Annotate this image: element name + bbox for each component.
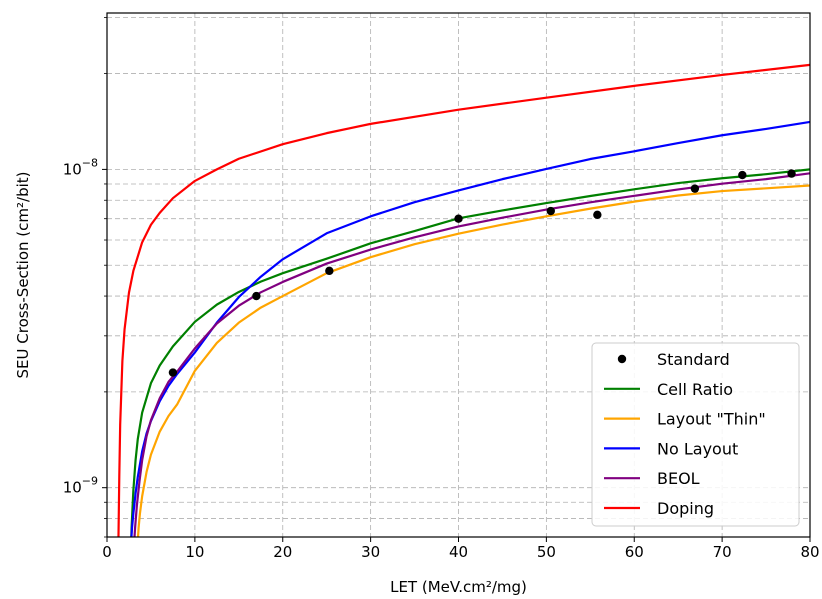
data-point-standard <box>738 170 747 180</box>
plot-series <box>117 63 810 537</box>
y-tick-label: 10−8 <box>63 156 98 178</box>
legend-box <box>591 342 800 527</box>
y-tick-label: 10−9 <box>63 475 98 497</box>
x-tick-label: 60 <box>625 543 644 561</box>
series-line-layout-thin <box>136 184 810 537</box>
legend: Standard Cell Ratio Layout "Thin" No Layout… <box>591 342 800 527</box>
series-line-no-layout <box>130 120 810 537</box>
y-tick-base: 10 <box>63 479 82 497</box>
legend-label-layout-thin: Layout "Thin" <box>657 410 766 429</box>
legend-label-standard: Standard <box>657 350 730 369</box>
x-tick-label: 30 <box>361 543 380 561</box>
legend-label-cell-ratio: Cell Ratio <box>657 380 733 399</box>
data-point-standard <box>252 291 261 301</box>
y-tick-base: 10 <box>63 160 82 178</box>
legend-label-no-layout: No Layout <box>657 439 738 458</box>
x-axis: 0 10 20 30 40 50 60 70 80 <box>102 537 820 561</box>
data-point-standard <box>546 206 555 216</box>
legend-marker-standard <box>617 354 627 364</box>
data-point-standard <box>454 214 463 223</box>
x-axis-label: LET (MeV.cm²/mg) <box>390 578 527 596</box>
data-point-standard <box>325 266 334 276</box>
y-tick-exponent: −9 <box>82 475 98 488</box>
x-tick-label: 40 <box>449 543 468 561</box>
x-tick-label: 10 <box>185 543 204 561</box>
x-tick-label: 50 <box>537 543 556 561</box>
x-tick-label: 80 <box>800 543 819 561</box>
legend-label-beol: BEOL <box>657 469 700 488</box>
x-tick-label: 0 <box>102 543 112 561</box>
series-line-cell-ratio <box>130 168 810 537</box>
data-point-standard <box>168 368 178 377</box>
x-tick-label: 70 <box>713 543 732 561</box>
legend-label-doping: Doping <box>657 499 714 518</box>
y-axis: 10−910−8 <box>63 17 107 538</box>
y-tick-exponent: −8 <box>82 156 98 169</box>
data-point-standard <box>787 169 796 178</box>
data-point-standard <box>593 210 602 220</box>
data-point-standard <box>690 184 700 193</box>
series-line-doping <box>117 63 810 537</box>
x-tick-label: 20 <box>273 543 292 561</box>
series-line-beol <box>133 172 810 537</box>
y-axis-label: SEU Cross-Section (cm²/bit) <box>14 172 32 379</box>
